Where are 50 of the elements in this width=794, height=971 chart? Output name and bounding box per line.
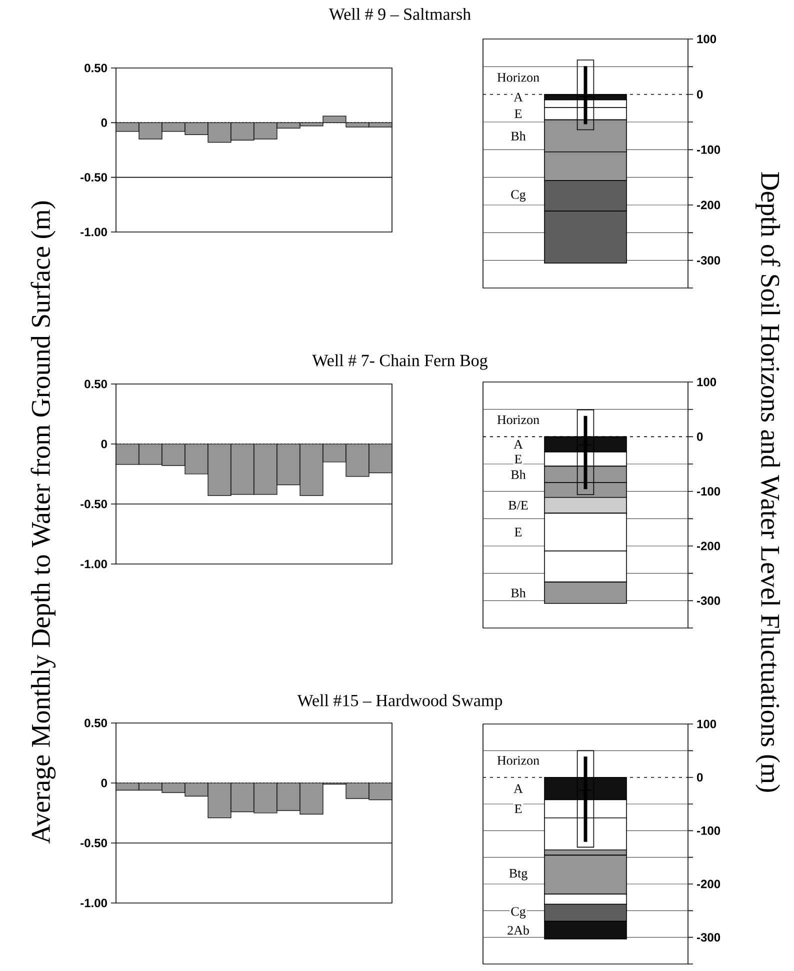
- annotation: Horizon: [497, 73, 540, 82]
- y-tick-label: -100: [697, 487, 720, 496]
- y-tick-label: 0: [101, 778, 107, 788]
- series-label: E: [514, 528, 522, 536]
- y-tick-label: -100: [697, 145, 720, 154]
- series-label: E: [514, 454, 522, 464]
- series-label: A: [514, 784, 523, 793]
- y-tick-label: 100: [697, 378, 716, 386]
- y-tick-label: 0: [101, 440, 107, 448]
- y-tick-label: 0.50: [84, 64, 107, 72]
- series-label: Cg: [511, 190, 526, 202]
- y-axis-title: Average Monthly Depth to Water from Ground Surface (m): [30, 201, 56, 844]
- y-tick-label: -1.00: [80, 560, 107, 568]
- series-label: A: [514, 92, 523, 102]
- y-tick-label: 100: [697, 34, 716, 44]
- series-label: E: [514, 109, 522, 118]
- chart-title: Well # 7- Chain Fern Bog: [312, 354, 488, 370]
- y-tick-label: 0: [697, 773, 703, 782]
- series-label: Bh: [511, 131, 526, 140]
- y-axis-title: Depth of Soil Horizons and Water Level Fluctuations (m): [756, 172, 780, 792]
- series-label: E: [514, 804, 522, 814]
- y-tick-label: 0.50: [84, 380, 107, 388]
- y-tick-label: -1.00: [80, 228, 107, 236]
- y-tick-label: -200: [697, 880, 720, 888]
- series-label: Cg: [511, 907, 526, 919]
- y-tick-label: -300: [697, 256, 720, 265]
- y-tick-label: -200: [697, 200, 720, 210]
- series-label: A: [514, 440, 523, 449]
- y-tick-label: -200: [697, 542, 720, 550]
- y-tick-label: -1.00: [80, 898, 107, 908]
- y-tick-label: 0.50: [84, 718, 107, 728]
- series-label: B/E: [508, 500, 528, 510]
- y-tick-label: -100: [697, 826, 720, 835]
- annotation: Horizon: [497, 756, 540, 765]
- y-tick-label: -300: [697, 596, 720, 605]
- annotation: Horizon: [497, 415, 540, 424]
- series-label: Bh: [511, 470, 526, 479]
- y-tick-label: 100: [697, 720, 716, 728]
- y-tick-label: 0: [101, 118, 107, 127]
- series-label: Btg: [509, 869, 528, 880]
- y-tick-label: 0: [697, 432, 703, 441]
- chart-title: Well # 9 – Saltmarsh: [328, 8, 471, 20]
- y-tick-label: 0: [697, 90, 703, 99]
- y-tick-label: -0.50: [80, 500, 107, 508]
- y-tick-label: -0.50: [80, 838, 107, 848]
- series-label: 2Ab: [508, 926, 529, 935]
- series-label: Bh: [511, 588, 526, 598]
- chart-title: Well #15 – Hardwood Swamp: [297, 694, 502, 710]
- y-tick-label: -0.50: [80, 173, 107, 182]
- y-tick-label: -300: [697, 933, 720, 942]
